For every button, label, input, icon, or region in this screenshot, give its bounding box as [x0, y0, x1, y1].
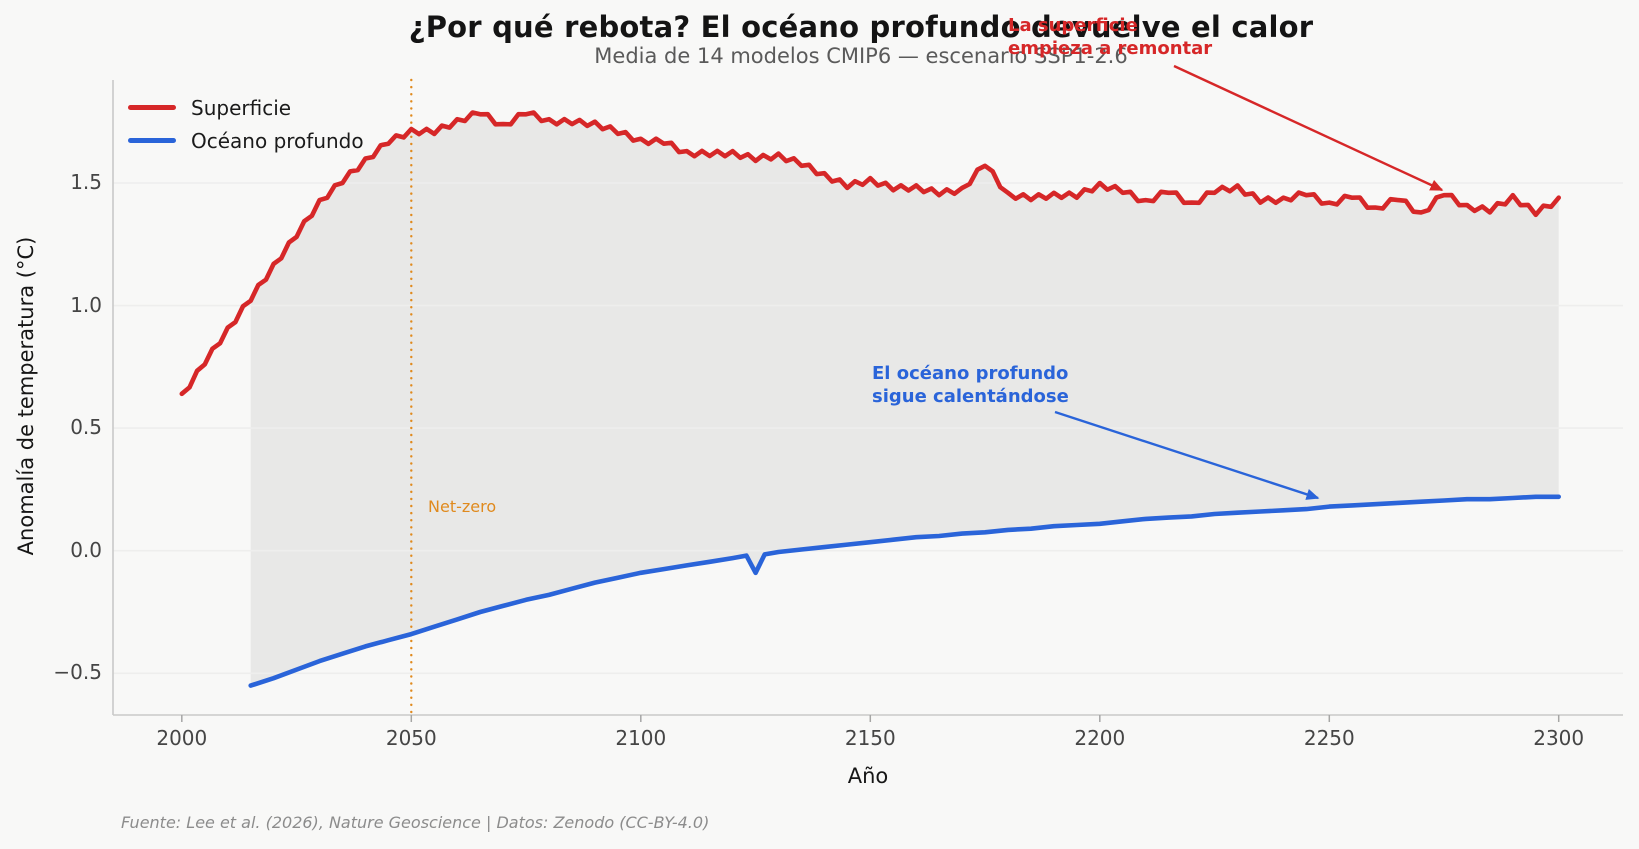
legend-item: Superficie [128, 91, 364, 124]
deep-ocean-line [248, 494, 1561, 688]
x-tick-label: 2000 [156, 726, 208, 750]
x-tick-label: 2300 [1533, 726, 1585, 750]
chart-subtitle: Media de 14 modelos CMIP6 — escenario SS… [594, 44, 1128, 68]
y-tick-label: 1.0 [70, 292, 102, 317]
y-axis-label: Anomalía de temperatura (°C) [14, 236, 38, 556]
y-tick-label: −0.5 [53, 660, 102, 685]
surface-line [179, 110, 1561, 397]
x-tick-label: 2200 [1074, 726, 1126, 750]
x-tick-label: 2050 [385, 726, 437, 750]
legend-line-swatch [128, 105, 176, 110]
legend-item: Océano profundo [128, 124, 364, 157]
legend-line-swatch [128, 138, 176, 143]
legend: Superficie Océano profundo [128, 91, 364, 157]
y-tick-label: 1.5 [70, 170, 102, 194]
y-tick-label: 0.5 [70, 415, 102, 440]
deep-annotation-arrow [1054, 410, 1320, 500]
x-axis-label: Año [847, 764, 889, 788]
annotation-surface-rebound: La superficie empieza a remontar [1008, 15, 1213, 59]
x-tick-label: 2150 [844, 726, 896, 750]
x-tick-label: 2100 [615, 726, 667, 750]
source-footer: Fuente: Lee et al. (2026), Nature Geosci… [121, 813, 710, 832]
y-tick-label: 0.0 [70, 537, 102, 562]
legend-label: Superficie [191, 95, 292, 120]
x-tick-label: 2250 [1303, 726, 1355, 750]
netzero-label: Net-zero [428, 497, 497, 516]
fill-between-region [250, 112, 1559, 686]
surface-annotation-arrow [1173, 64, 1444, 192]
legend-label: Océano profundo [191, 128, 364, 153]
chart-title: ¿Por qué rebota? El océano profundo devu… [408, 10, 1314, 44]
annotation-deep-warming: El océano profundo sigue calentándose [872, 363, 1069, 407]
